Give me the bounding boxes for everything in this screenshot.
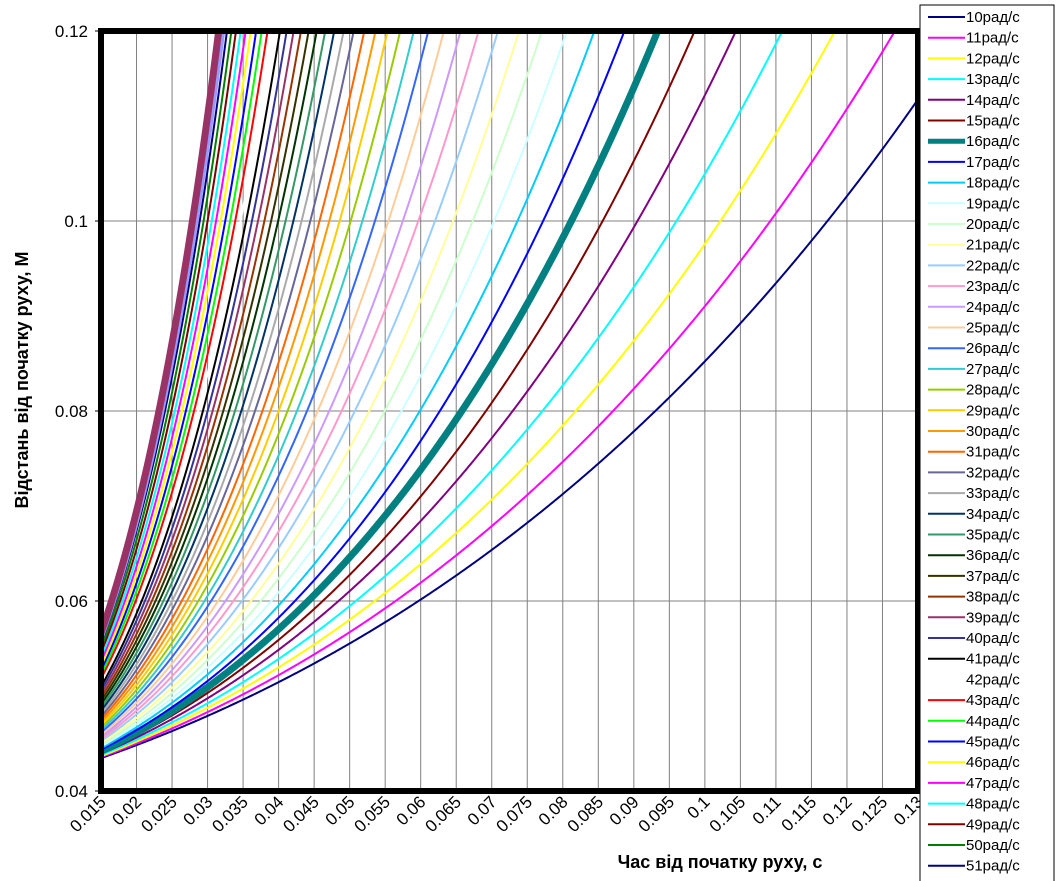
legend-label: 24рад/с	[966, 299, 1020, 316]
legend-label: 37рад/с	[966, 568, 1020, 585]
y-tick-label: 0.12	[55, 22, 88, 41]
series-line-30рад/с	[101, 31, 377, 724]
legend-label: 23рад/с	[966, 278, 1020, 295]
legend-box	[919, 4, 1055, 881]
series-line-11рад/с	[101, 31, 897, 759]
series-line-37рад/с	[101, 31, 310, 702]
legend-label: 32рад/с	[966, 464, 1020, 481]
series-line-46рад/с	[101, 31, 252, 667]
series-line-33рад/с	[101, 31, 345, 715]
legend-label: 39рад/с	[966, 609, 1020, 626]
legend-label: 18рад/с	[966, 175, 1020, 192]
series-line-24рад/с	[101, 31, 462, 738]
legend-label: 46рад/с	[966, 754, 1020, 771]
legend-label: 33рад/с	[966, 485, 1020, 502]
series-line-12рад/с	[101, 31, 837, 758]
series-line-16рад/с	[101, 31, 662, 755]
series-line-18рад/с	[101, 31, 596, 750]
legend-label: 19рад/с	[966, 195, 1020, 212]
legend-label: 31рад/с	[966, 444, 1020, 461]
legend-label: 47рад/с	[966, 775, 1020, 792]
series-line-38рад/с	[101, 31, 302, 699]
legend-label: 40рад/с	[966, 630, 1020, 647]
legend-label: 44рад/с	[966, 713, 1020, 730]
series-line-17рад/с	[101, 31, 626, 751]
legend-label: 14рад/с	[966, 92, 1020, 109]
legend-label: 12рад/с	[966, 50, 1020, 67]
y-tick-label: 0.04	[55, 782, 88, 801]
legend-label: 17рад/с	[966, 154, 1020, 171]
series-line-21рад/с	[101, 31, 521, 744]
series-line-36рад/с	[101, 31, 318, 705]
series-line-44рад/с	[101, 31, 263, 676]
series-line-42рад/с	[101, 31, 275, 684]
legend-label: 35рад/с	[966, 527, 1020, 544]
series-line-50рад/с	[101, 31, 233, 649]
y-tick-label: 0.1	[64, 212, 88, 231]
legend-label: 25рад/с	[966, 320, 1020, 337]
legend-label: 41рад/с	[966, 651, 1020, 668]
series-line-29рад/с	[101, 31, 389, 726]
legend-label: 51рад/с	[966, 858, 1020, 875]
series-line-35рад/с	[101, 31, 327, 709]
legend-label: 48рад/с	[966, 796, 1020, 813]
series-line-32рад/с	[101, 31, 355, 718]
legend-label: 42рад/с	[966, 671, 1020, 688]
series-line-34рад/с	[101, 31, 336, 712]
x-axis-title: Час від початку руху, с	[618, 852, 823, 872]
legend-label: 49рад/с	[966, 816, 1020, 833]
series-line-26рад/с	[101, 31, 430, 734]
legend-label: 30рад/с	[966, 423, 1020, 440]
y-axis-title: Відстань від початку руху, М	[12, 251, 32, 508]
legend-label: 45рад/с	[966, 734, 1020, 751]
legend-label: 10рад/с	[966, 9, 1020, 26]
series-line-10рад/с	[101, 98, 918, 760]
series-line-23рад/с	[101, 31, 480, 740]
y-tick-label: 0.06	[55, 592, 88, 611]
legend-label: 43рад/с	[966, 692, 1020, 709]
legend-label: 16рад/с	[966, 133, 1020, 150]
series-line-40рад/с	[101, 31, 288, 691]
series-line-43рад/с	[101, 31, 269, 680]
series-line-25рад/с	[101, 31, 445, 736]
series-line-14рад/с	[101, 31, 738, 755]
series-line-19рад/с	[101, 31, 569, 748]
legend-label: 26рад/с	[966, 340, 1020, 357]
series-line-48рад/с	[101, 31, 242, 658]
y-tick-label: 0.08	[55, 402, 88, 421]
legend-label: 27рад/с	[966, 361, 1020, 378]
legend: 10рад/с 11рад/с 12рад/с 13рад/с 14рад/с 15рад…	[919, 4, 1055, 881]
legend-label: 36рад/с	[966, 547, 1020, 564]
legend-label: 21рад/с	[966, 237, 1020, 254]
legend-label: 13рад/с	[966, 71, 1020, 88]
legend-label: 20рад/с	[966, 216, 1020, 233]
legend-label: 50рад/с	[966, 837, 1020, 854]
legend-label: 38рад/с	[966, 589, 1020, 606]
legend-label: 11рад/с	[966, 30, 1019, 47]
legend-label: 15рад/с	[966, 113, 1020, 130]
series-line-20рад/с	[101, 31, 544, 746]
series-line-extra-43	[101, 31, 223, 635]
legend-label: 29рад/с	[966, 402, 1020, 419]
series-lines	[101, 31, 918, 760]
y-axis-ticks: 0.04 0.06 0.08 0.1 0.12	[55, 22, 101, 801]
series-line-49рад/с	[101, 31, 237, 653]
legend-label: 34рад/с	[966, 506, 1020, 523]
series-line-47рад/с	[101, 31, 247, 663]
series-line-41рад/с	[101, 31, 282, 688]
series-line-22рад/с	[101, 31, 500, 742]
legend-label: 22рад/с	[966, 257, 1020, 274]
series-line-45рад/с	[101, 31, 258, 671]
series-line-27рад/с	[101, 31, 415, 731]
series-line-28рад/с	[101, 31, 402, 729]
series-line-15рад/с	[101, 31, 696, 754]
series-line-13рад/с	[101, 31, 784, 756]
legend-label: 28рад/с	[966, 382, 1020, 399]
series-line-31рад/с	[101, 31, 366, 721]
series-line-39рад/с	[101, 31, 295, 695]
